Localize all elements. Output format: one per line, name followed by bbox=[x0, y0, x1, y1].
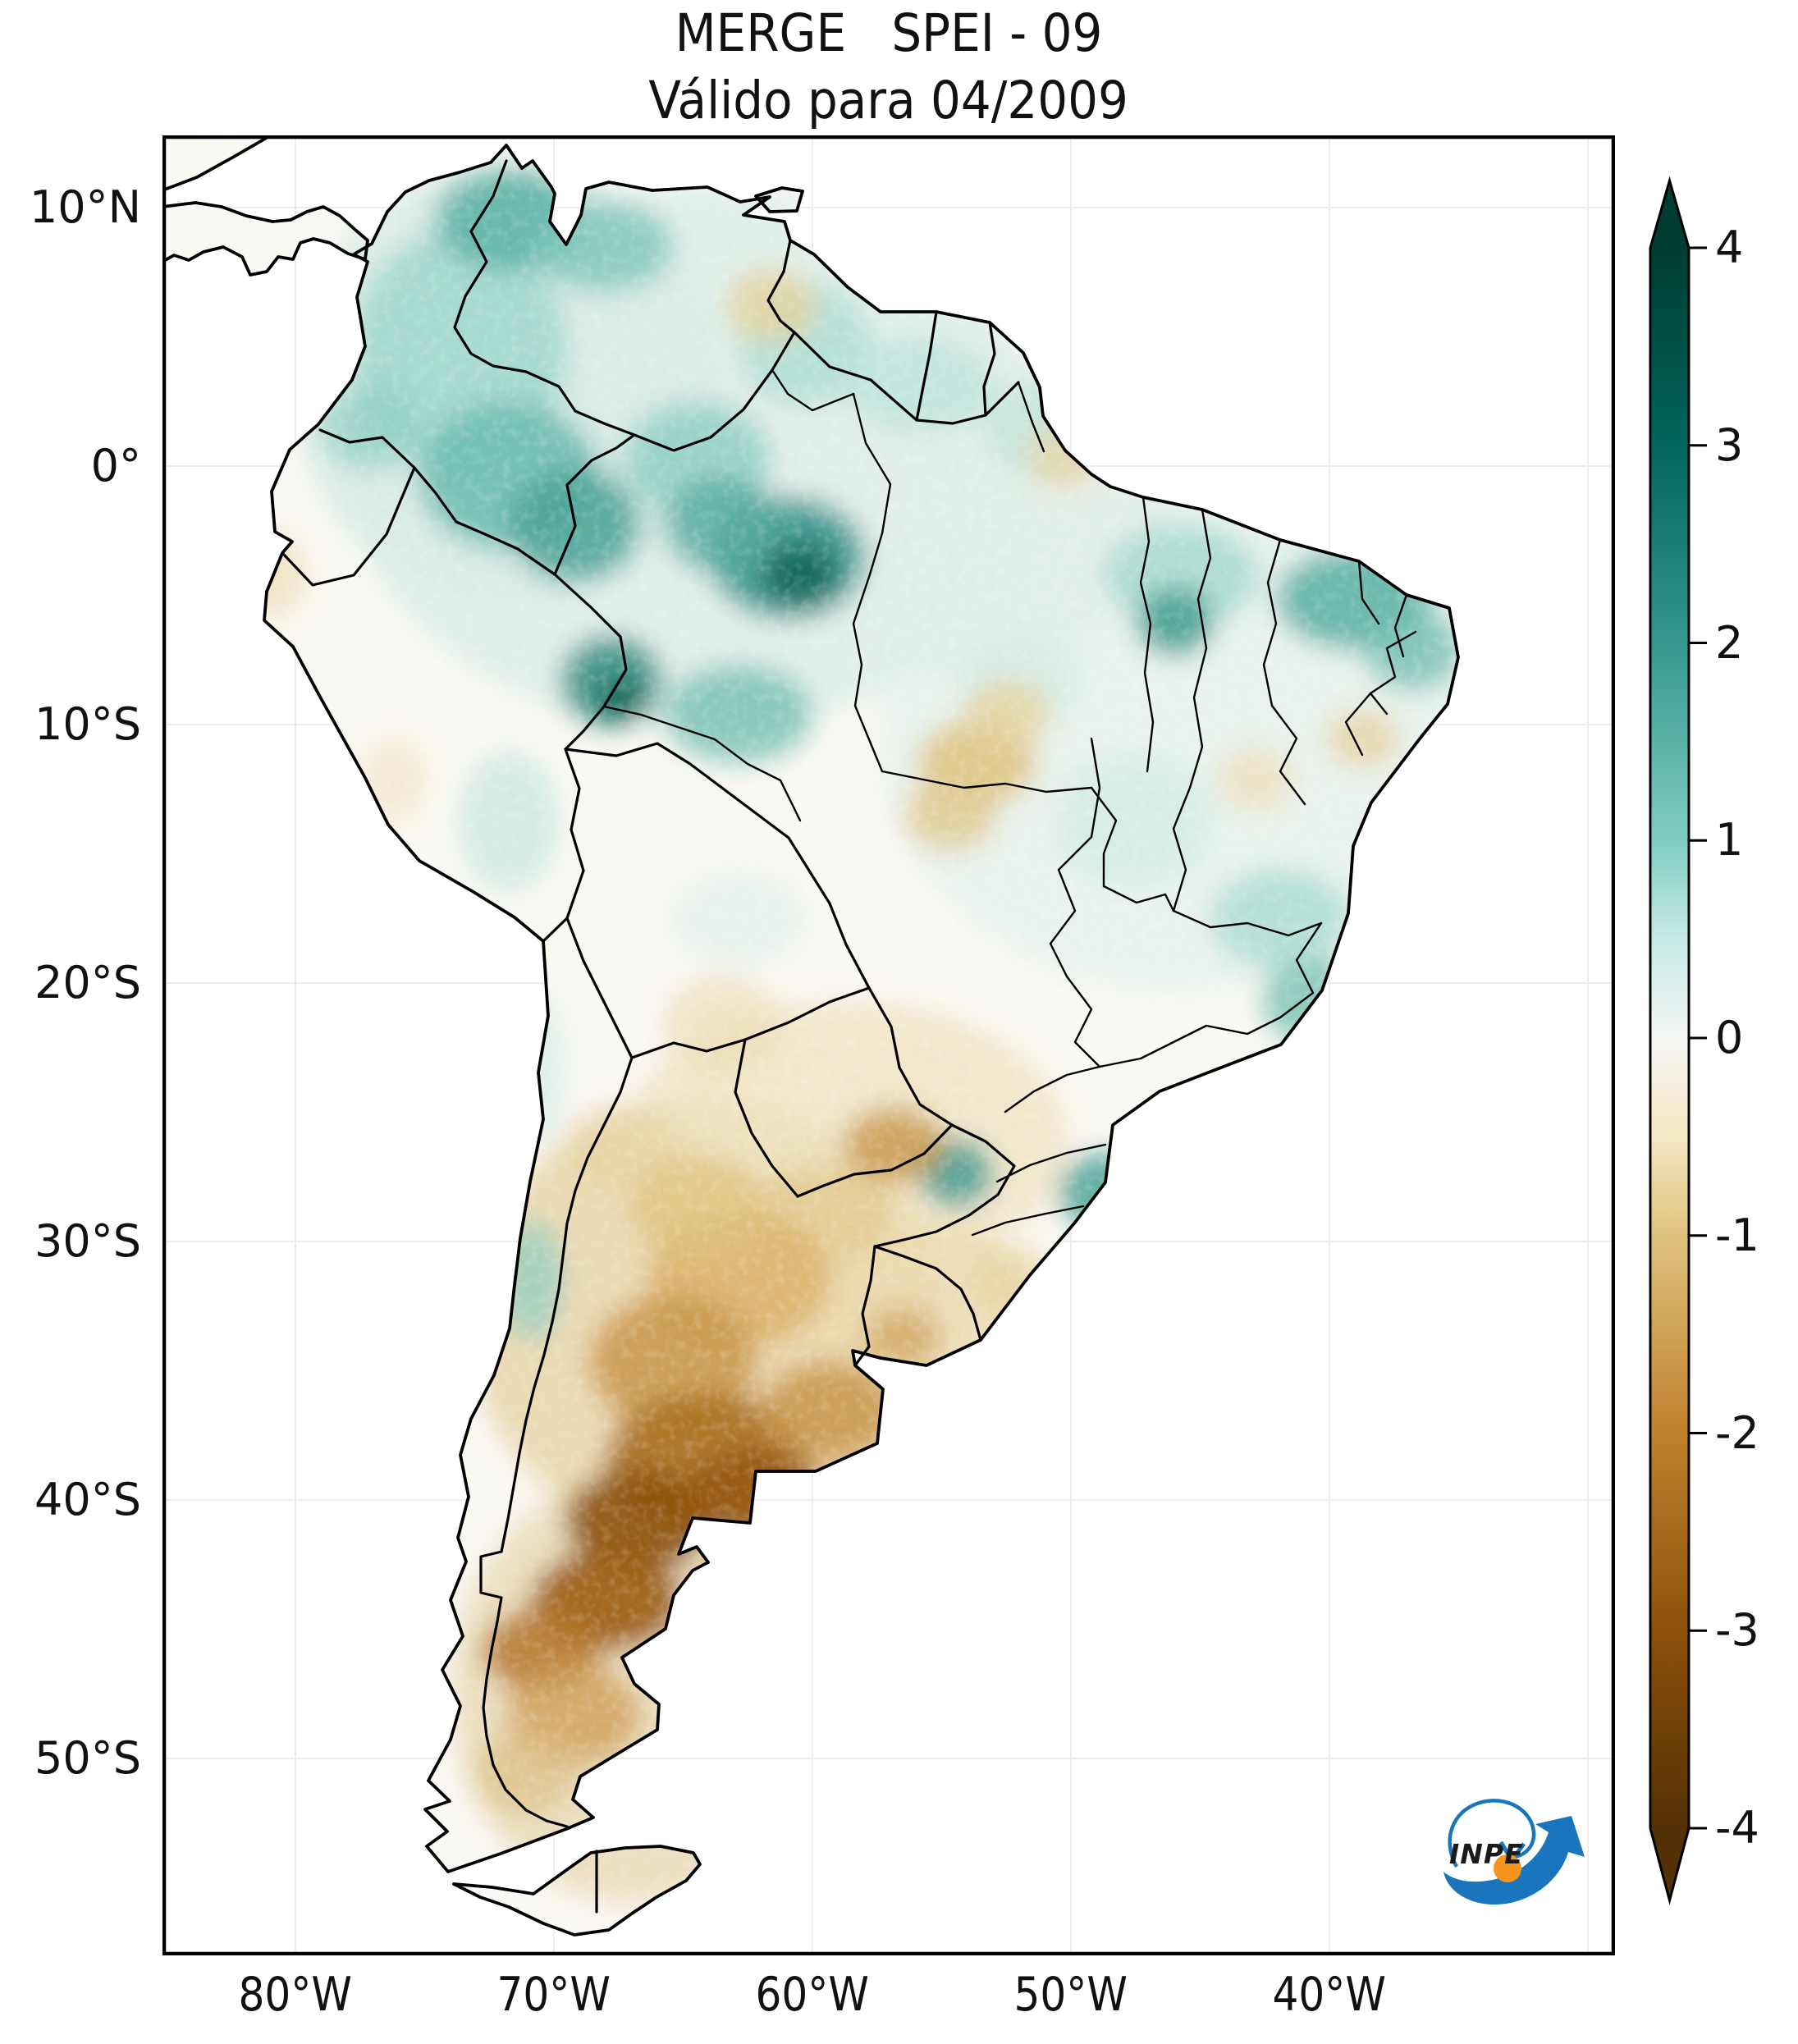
colorbar-extend-max bbox=[1650, 181, 1689, 248]
colorbar-tick-label-m4: -4 bbox=[1715, 1802, 1759, 1854]
state-borders bbox=[602, 368, 1417, 1237]
inpe-logo-text: INPE bbox=[1449, 1838, 1524, 1870]
colorbar-tick-label-m2: -2 bbox=[1715, 1407, 1759, 1459]
colorbar-tick-label-3: 3 bbox=[1715, 419, 1744, 471]
lat-tick-0: 0° bbox=[90, 440, 141, 492]
lat-tick-10s: 10°S bbox=[34, 698, 141, 750]
inpe-logo-orange-dot bbox=[1494, 1854, 1521, 1882]
map-frame bbox=[162, 135, 1615, 1955]
lon-tick-80w: 80°W bbox=[238, 1968, 353, 2022]
colorbar-tick-label-m1: -1 bbox=[1715, 1209, 1759, 1261]
page-subtitle: Válido para 04/2009 bbox=[648, 71, 1129, 130]
lon-tick-60w: 60°W bbox=[755, 1968, 870, 2022]
lat-tick-50s: 50°S bbox=[34, 1732, 141, 1784]
raster-noise-overlay bbox=[162, 135, 1458, 1935]
lat-tick-30s: 30°S bbox=[34, 1215, 141, 1267]
lon-tick-70w: 70°W bbox=[496, 1968, 611, 2022]
inpe-logo-spiral bbox=[1448, 1799, 1536, 1868]
map-canvas bbox=[162, 135, 1615, 1955]
country-borders bbox=[282, 159, 1020, 1914]
colorbar bbox=[1649, 176, 1707, 1905]
colorbar-tick-marks bbox=[1689, 246, 1707, 1830]
lat-tick-40s: 40°S bbox=[34, 1474, 141, 1525]
colorbar-tick-label-0: 0 bbox=[1715, 1012, 1744, 1063]
inpe-logo-swoosh-arrow bbox=[1443, 1816, 1585, 1905]
colorbar-tick-label-m3: -3 bbox=[1715, 1604, 1759, 1656]
colorbar-gradient bbox=[1650, 248, 1689, 1828]
figure-title-block: MERGE SPEI - 09 Válido para 04/2009 bbox=[162, 7, 1615, 141]
inpe-logo bbox=[1443, 1799, 1585, 1905]
lon-tick-40w: 40°W bbox=[1272, 1968, 1387, 2022]
colorbar-extend-min bbox=[1650, 1828, 1689, 1900]
lat-tick-20s: 20°S bbox=[34, 957, 141, 1008]
colorbar-tick-label-1: 1 bbox=[1715, 814, 1744, 866]
colorbar-tick-label-2: 2 bbox=[1715, 617, 1744, 669]
colorbar-tick-label-4: 4 bbox=[1715, 222, 1744, 273]
lat-tick-10n: 10°N bbox=[29, 181, 141, 233]
page-title: MERGE SPEI - 09 bbox=[675, 3, 1103, 63]
lon-tick-50w: 50°W bbox=[1013, 1968, 1128, 2022]
coastline bbox=[162, 135, 1460, 1937]
